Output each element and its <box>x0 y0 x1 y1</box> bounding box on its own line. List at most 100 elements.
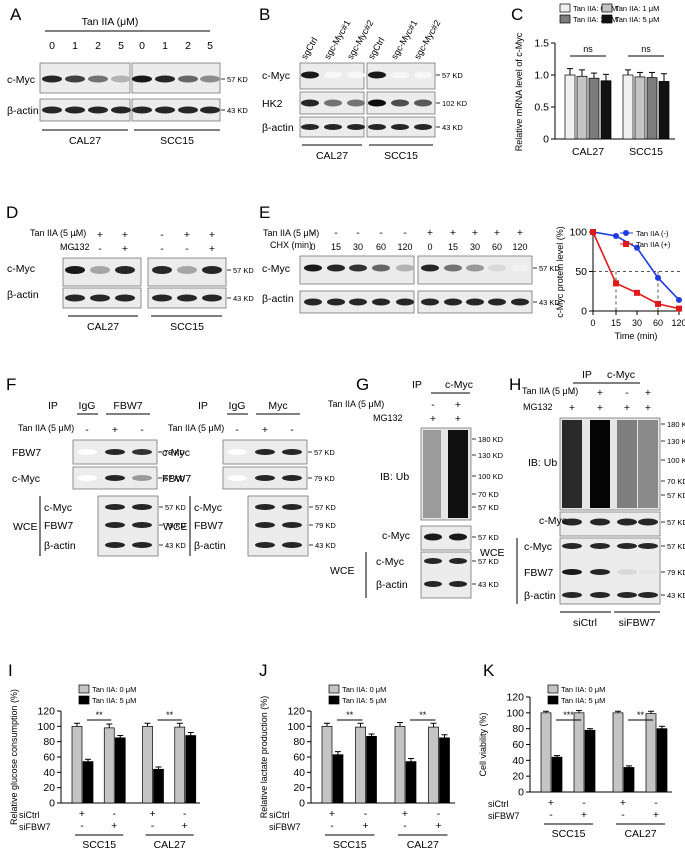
panel-H-wce-marker: 79 KD <box>667 568 685 577</box>
panel-F-left-wce-label: WCE <box>13 521 38 533</box>
panel-A-dose: 2 <box>185 40 191 52</box>
panel-D-cell-label: CAL27 <box>87 321 119 333</box>
chart-I-ytick-label: 80 <box>43 736 55 748</box>
panel-H-wce-band <box>562 543 582 549</box>
panel-F-left-group: IgG <box>79 400 96 412</box>
panel-B-actin-band <box>391 124 409 130</box>
panel-G-sign-mg: + <box>430 413 436 425</box>
panel-F-right-ip-band <box>282 475 302 481</box>
panel-B-row-label: c-Myc <box>262 70 290 82</box>
panel-F-left-ip-band <box>105 475 125 481</box>
chart-E-xlabel: Time (min) <box>615 331 658 341</box>
chart-K-bar <box>656 728 668 793</box>
chart-I-bar <box>153 768 164 804</box>
panel-G-treatment-mg: MG132 <box>373 413 403 423</box>
chart-J-sictrl-sign: - <box>364 808 368 820</box>
panel-A-actin-band <box>155 106 175 114</box>
panel-D-sign-mg: + <box>122 243 128 255</box>
panel-H-ip: IP <box>582 369 592 381</box>
panel-F-right-ip-band <box>227 475 247 481</box>
panel-E-cmyc-band <box>396 264 414 272</box>
panel-F-left-treatment: Tan IIA (5 μM) <box>18 423 74 433</box>
panel-D-cell-label: SCC15 <box>170 321 204 333</box>
chart-J-ytick-label: 60 <box>293 752 305 764</box>
chart-C-ytick-label: 1.0 <box>534 70 549 82</box>
panel-F-right-wce-marker: 79 KD <box>315 521 336 530</box>
panel-H-treatment-mg: MG132 <box>523 402 553 412</box>
panel-D-sign-mg: + <box>209 243 215 255</box>
panel-G-wce-row: c-Myc <box>376 556 404 568</box>
chart-I-ylabel: Relative glucose consumption (%) <box>9 689 19 825</box>
panel-B-hk2-band <box>324 99 342 107</box>
chart-C-bar <box>576 75 588 140</box>
panel-F-right-wce-band <box>282 522 302 528</box>
chart-C-annotation: ns <box>583 44 593 54</box>
panel-G-letter: G <box>356 375 369 394</box>
chart-E-xtick-label: 120 <box>671 318 685 328</box>
panel-E-cmyc-band <box>372 264 390 272</box>
chart-C-legend-3-swatch <box>601 14 613 24</box>
panel-B-cmyc-band <box>347 71 365 79</box>
panel-E-time: 120 <box>397 242 412 252</box>
panel-H-cmyc-band <box>638 518 658 526</box>
chart-C-legend-3-label: Tan IIA: 5 μM <box>615 15 659 24</box>
panel-G-ub-marker: 57 KD <box>478 503 499 512</box>
chart-C-bar <box>622 74 634 140</box>
panel-E-cmyc-band <box>511 264 529 272</box>
panel-F-left-wce-band <box>105 542 125 548</box>
chart-K-sifbw7-sign: - <box>621 809 625 821</box>
panel-H-row-marker: 57 KD <box>667 518 685 527</box>
panel-H-ub-marker: 57 KD <box>667 491 685 500</box>
chart-E-point <box>613 232 619 239</box>
chart-I-bar <box>142 725 153 804</box>
panel-E-sign-tan: - <box>311 227 315 239</box>
panel-D-sign-tan: + <box>184 229 190 241</box>
panel-F-left-wce-row: c-Myc <box>44 502 72 514</box>
panel-F-right-ip-marker: 57 KD <box>314 448 335 457</box>
panel-G-ub-marker: 180 KD <box>478 435 504 444</box>
panel-D-cmyc-band <box>65 266 85 274</box>
panel-H-wce-band <box>638 592 658 598</box>
panel-E-actin-band <box>327 298 345 306</box>
chart-C-legend-2-label: Tan IIA: 2 μM <box>573 15 617 24</box>
panel-E-time: 120 <box>512 242 527 252</box>
chart-K-sifbw7-sign: + <box>581 809 587 821</box>
panel-H-ub-marker: 100 KD <box>667 456 685 465</box>
chart-K-sictrl-sign: - <box>654 797 658 809</box>
panel-B-marker-57: 57 KD <box>442 71 463 80</box>
panel-H-wce-band <box>638 543 658 549</box>
chart-J-legend-0-label: Tan IIA: 0 μM <box>342 685 386 694</box>
chart-E-xtick-label: 30 <box>632 318 642 328</box>
panel-F-right-ip-band <box>282 449 302 455</box>
chart-E-point <box>655 274 661 281</box>
chart-K-legend-0-swatch <box>547 684 559 694</box>
panel-F-right-wce-label: WCE <box>163 521 188 533</box>
panel-B-actin-band <box>301 124 319 130</box>
panel-A-actin-band <box>42 106 62 114</box>
panel-G-cmyc-band <box>424 533 442 541</box>
panel-F-right-sign: + <box>262 424 268 436</box>
panel-E-cmyc-band <box>421 264 439 272</box>
panel-E-time: 0 <box>310 242 315 252</box>
panel-H-wce-label: WCE <box>480 547 505 559</box>
panel-H-ip-target: c-Myc <box>607 369 635 381</box>
chart-I-sictrl-sign: - <box>183 808 187 820</box>
panel-F-right-wce-marker: 43 KD <box>315 541 336 550</box>
panel-H-wce-row: β-actin <box>524 590 556 602</box>
chart-J-bar <box>366 735 377 804</box>
chart-I-ytick-label: 120 <box>37 706 55 718</box>
panel-H-cmyc-band <box>590 518 610 526</box>
chart-E-legend-label: Tan IIA (-) <box>636 229 669 238</box>
panel-E-sign-tan: - <box>379 227 383 239</box>
chart-J-ytick-label: 20 <box>293 782 305 794</box>
panel-D-treatment-mg: MG132 <box>60 242 90 252</box>
panel-F-left-group: FBW7 <box>113 400 142 412</box>
panel-F-right-ip-row: FBW7 <box>162 473 191 485</box>
panel-A-dose: 0 <box>139 40 145 52</box>
panel-D-sign-mg: - <box>185 243 189 255</box>
panel-E-cmyc-band <box>327 264 345 272</box>
panel-E-marker-57: 57 KD <box>539 264 560 273</box>
panel-H-wce-band <box>562 569 582 575</box>
panel-H-wce-row: c-Myc <box>524 541 552 553</box>
